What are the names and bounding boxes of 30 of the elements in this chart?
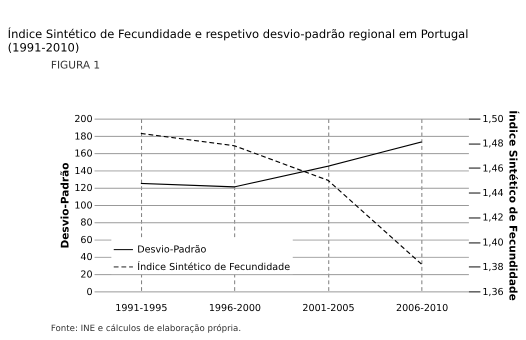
y2-tick-label: 1,36 — [482, 286, 504, 298]
y-tick-label: 80 — [80, 218, 93, 229]
y-tick-label: 200 — [74, 114, 93, 125]
y-tick-label: 160 — [74, 148, 93, 160]
y-tick-label: 180 — [74, 131, 93, 142]
y-tick-label: 140 — [74, 166, 93, 177]
y-tick-label: 40 — [80, 252, 93, 264]
y-tick-label: 60 — [80, 234, 93, 246]
x-tick-label: 2006-2010 — [396, 303, 448, 314]
y2-tick-label: 1,38 — [482, 262, 504, 274]
x-tick-label: 1996-2000 — [208, 303, 262, 314]
y2-tick-label: 1,50 — [482, 114, 504, 125]
y-tick-label: 100 — [74, 200, 93, 212]
y2-tick-label: 1,48 — [482, 138, 504, 150]
y-tick-label: 120 — [74, 183, 93, 194]
y-tick-label: 0 — [86, 286, 93, 298]
text: FIGURA 1 — [50, 60, 100, 72]
y2-tick-label: 1,40 — [482, 237, 504, 248]
chart-title: Índice Sintético de Fecundidade e respetivo desvio-padrão regional em Portugal (1991-2010) — [8, 27, 468, 54]
y2-tick-label: 1,46 — [482, 163, 504, 174]
legend-label: Índice Sintético de Fecundidade — [137, 260, 290, 273]
y-axis-title: Desvio-Padrão — [60, 162, 72, 248]
x-tick-label: 1991-1995 — [115, 303, 168, 314]
y2-tick-label: 1,44 — [482, 188, 504, 200]
y2-tick-label: 1,42 — [482, 212, 504, 224]
y-tick-label: 20 — [80, 269, 93, 280]
y2-axis-title: Índice Sintético de Fecundidade — [506, 110, 520, 301]
legend-label: Desvio-Padrão — [137, 244, 206, 256]
x-tick-label: 2001-2005 — [302, 303, 355, 314]
source-note: Fonte: INE e cálculos de elaboração própria. — [50, 324, 242, 334]
